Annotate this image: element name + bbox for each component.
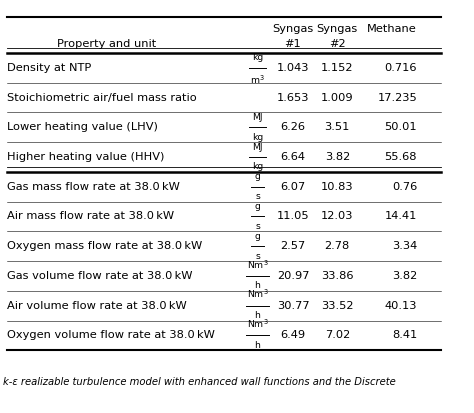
Text: h: h (255, 281, 261, 290)
Text: Oxygen volume flow rate at 38.0 kW: Oxygen volume flow rate at 38.0 kW (7, 330, 215, 340)
Text: 40.13: 40.13 (384, 301, 417, 311)
Text: 12.03: 12.03 (321, 211, 354, 221)
Text: s: s (255, 252, 260, 261)
Text: 30.77: 30.77 (277, 301, 309, 311)
Text: 1.009: 1.009 (321, 93, 354, 102)
Text: 8.41: 8.41 (392, 330, 417, 340)
Text: 10.83: 10.83 (321, 182, 354, 192)
Text: 20.97: 20.97 (277, 271, 309, 281)
Text: Air mass flow rate at 38.0 kW: Air mass flow rate at 38.0 kW (7, 211, 174, 221)
Text: Nm$^3$: Nm$^3$ (246, 258, 268, 271)
Text: MJ: MJ (252, 113, 263, 122)
Text: 7.02: 7.02 (325, 330, 350, 340)
Text: MJ: MJ (252, 143, 263, 152)
Text: h: h (255, 311, 261, 320)
Text: k-ε realizable turbulence model with enhanced wall functions and the Discrete: k-ε realizable turbulence model with enh… (3, 377, 395, 387)
Text: kg: kg (252, 53, 263, 62)
Text: g: g (255, 202, 261, 211)
Text: Nm$^3$: Nm$^3$ (246, 288, 268, 300)
Text: s: s (255, 222, 260, 231)
Text: 1.653: 1.653 (277, 93, 309, 102)
Text: s: s (255, 192, 260, 201)
Text: h: h (255, 341, 261, 350)
Text: 6.07: 6.07 (280, 182, 306, 192)
Text: g: g (255, 173, 261, 181)
Text: Gas volume flow rate at 38.0 kW: Gas volume flow rate at 38.0 kW (7, 271, 193, 281)
Text: Gas mass flow rate at 38.0 kW: Gas mass flow rate at 38.0 kW (7, 182, 180, 192)
Text: 55.68: 55.68 (384, 152, 417, 162)
Text: 6.26: 6.26 (281, 122, 305, 132)
Text: 33.52: 33.52 (321, 301, 354, 311)
Text: 3.82: 3.82 (325, 152, 350, 162)
Text: 6.64: 6.64 (281, 152, 305, 162)
Text: Air volume flow rate at 38.0 kW: Air volume flow rate at 38.0 kW (7, 301, 187, 311)
Text: Oxygen mass flow rate at 38.0 kW: Oxygen mass flow rate at 38.0 kW (7, 241, 202, 251)
Text: Stoichiometric air/fuel mass ratio: Stoichiometric air/fuel mass ratio (7, 93, 197, 102)
Text: 1.043: 1.043 (277, 63, 309, 73)
Text: 50.01: 50.01 (384, 122, 417, 132)
Text: 2.78: 2.78 (325, 241, 350, 251)
Text: 14.41: 14.41 (384, 211, 417, 221)
Text: m$^3$: m$^3$ (250, 73, 265, 85)
Text: 11.05: 11.05 (277, 211, 309, 221)
Text: kg: kg (252, 133, 263, 142)
Text: 6.49: 6.49 (281, 330, 306, 340)
Text: Higher heating value (HHV): Higher heating value (HHV) (7, 152, 164, 162)
Text: Nm$^3$: Nm$^3$ (246, 318, 268, 330)
Text: g: g (255, 232, 261, 241)
Text: 33.86: 33.86 (321, 271, 354, 281)
Text: Property and unit: Property and unit (57, 39, 156, 49)
Text: #2: #2 (329, 39, 346, 49)
Text: 3.34: 3.34 (392, 241, 417, 251)
Text: Density at NTP: Density at NTP (7, 63, 91, 73)
Text: 0.716: 0.716 (384, 63, 417, 73)
Text: 17.235: 17.235 (377, 93, 417, 102)
Text: Syngas: Syngas (317, 24, 358, 34)
Text: 3.82: 3.82 (392, 271, 417, 281)
Text: 2.57: 2.57 (280, 241, 306, 251)
Text: Syngas: Syngas (273, 24, 314, 34)
Text: Lower heating value (LHV): Lower heating value (LHV) (7, 122, 158, 132)
Text: 0.76: 0.76 (392, 182, 417, 192)
Text: #1: #1 (284, 39, 301, 49)
Text: 3.51: 3.51 (325, 122, 350, 132)
Text: 1.152: 1.152 (321, 63, 354, 73)
Text: Methane: Methane (367, 24, 417, 34)
Text: kg: kg (252, 162, 263, 171)
